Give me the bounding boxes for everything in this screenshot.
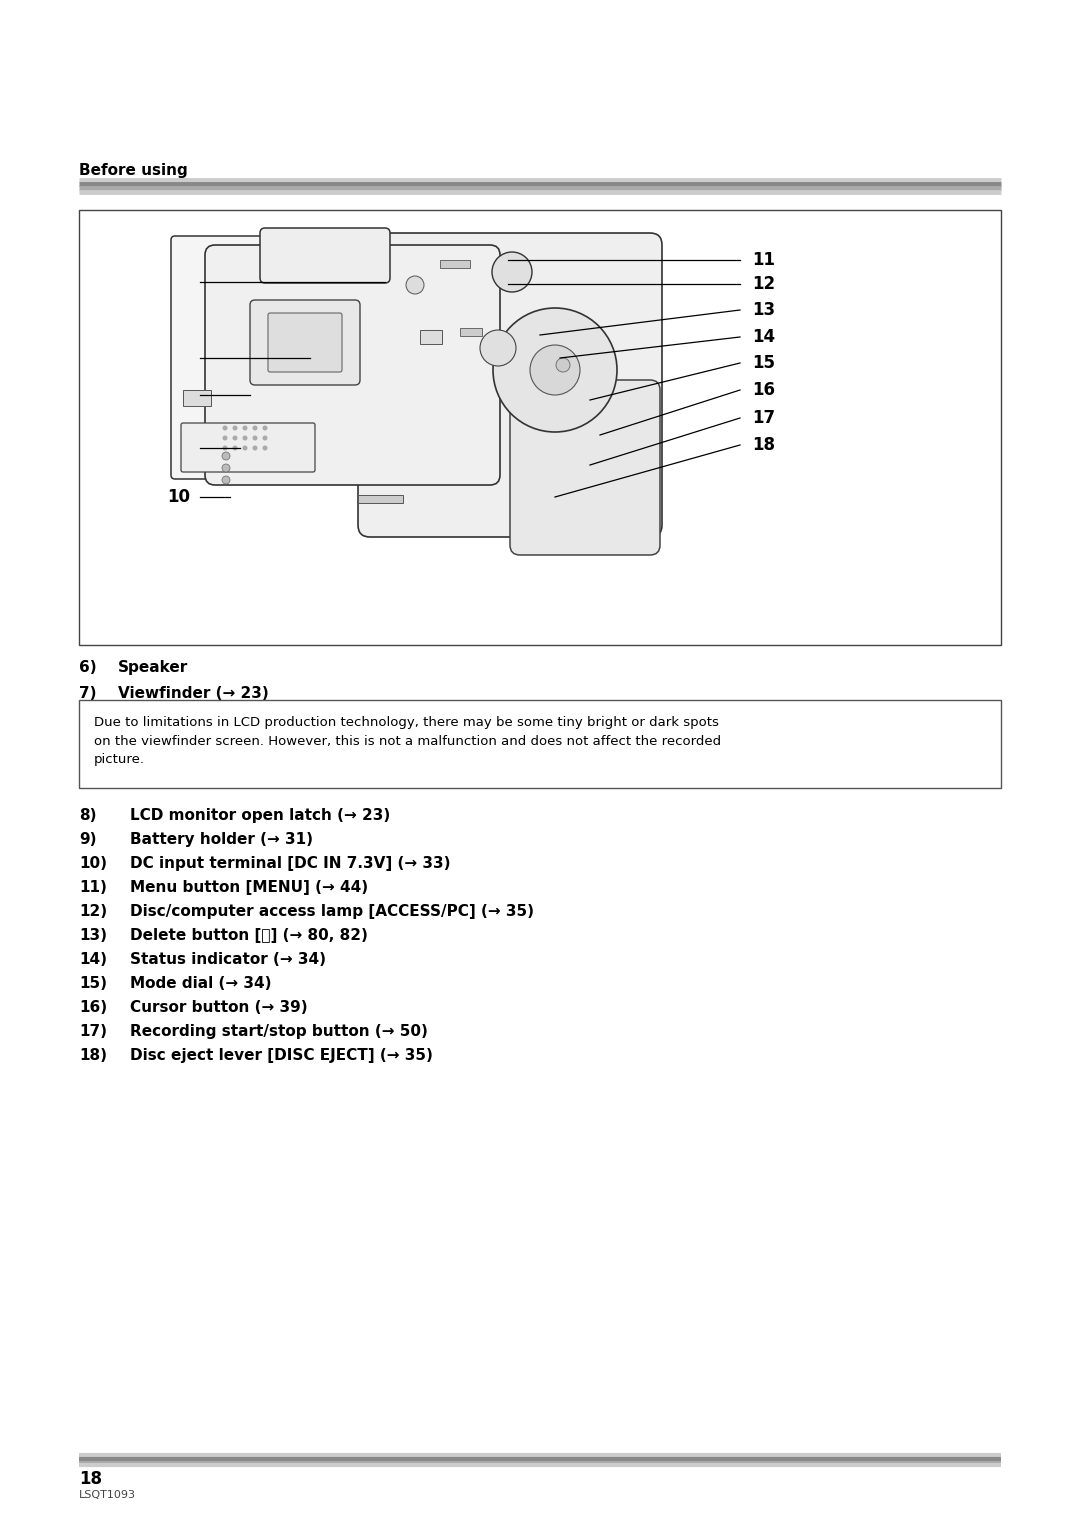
Bar (420, 330, 442, 343)
Text: 12: 12 (752, 275, 775, 293)
Text: 18: 18 (79, 1470, 102, 1488)
Circle shape (243, 435, 247, 441)
Text: 15: 15 (752, 354, 775, 372)
Text: Mode dial (→ 34): Mode dial (→ 34) (130, 977, 271, 990)
Text: Before using: Before using (79, 163, 188, 179)
Text: 18): 18) (79, 1048, 107, 1064)
Circle shape (222, 464, 230, 472)
Text: Due to limitations in LCD production technology, there may be some tiny bright o: Due to limitations in LCD production tec… (94, 716, 721, 766)
Circle shape (222, 476, 230, 484)
Circle shape (222, 435, 228, 441)
Circle shape (530, 345, 580, 395)
Text: 9): 9) (79, 832, 96, 847)
Bar (460, 328, 482, 336)
FancyBboxPatch shape (357, 233, 662, 537)
Circle shape (222, 426, 228, 430)
Text: 12): 12) (79, 903, 107, 919)
Text: 7: 7 (178, 349, 190, 366)
Text: Status indicator (→ 34): Status indicator (→ 34) (130, 952, 326, 967)
Circle shape (262, 435, 268, 441)
FancyBboxPatch shape (268, 313, 342, 372)
Text: Cursor button (→ 39): Cursor button (→ 39) (130, 1000, 308, 1015)
Circle shape (406, 276, 424, 295)
FancyBboxPatch shape (249, 301, 360, 385)
Circle shape (262, 446, 268, 450)
Text: Viewfinder (→ 23): Viewfinder (→ 23) (118, 687, 269, 700)
Circle shape (222, 452, 230, 459)
Circle shape (232, 426, 238, 430)
Text: 6: 6 (178, 273, 190, 291)
Text: 8: 8 (178, 386, 190, 404)
Bar (440, 259, 470, 269)
Circle shape (243, 426, 247, 430)
Circle shape (492, 252, 532, 291)
Text: LCD monitor open latch (→ 23): LCD monitor open latch (→ 23) (130, 807, 390, 823)
Text: Disc/computer access lamp [ACCESS/PC] (→ 35): Disc/computer access lamp [ACCESS/PC] (→… (130, 903, 534, 919)
FancyBboxPatch shape (181, 423, 315, 472)
FancyBboxPatch shape (510, 380, 660, 555)
Text: Menu button [MENU] (→ 44): Menu button [MENU] (→ 44) (130, 881, 368, 896)
Text: 14): 14) (79, 952, 107, 967)
Text: 11: 11 (752, 250, 775, 269)
Text: 10): 10) (79, 856, 107, 871)
Circle shape (222, 446, 228, 450)
Text: 16: 16 (752, 382, 775, 398)
Text: 17: 17 (752, 409, 775, 427)
Bar (183, 391, 211, 406)
Circle shape (492, 308, 617, 432)
Text: LSQT1093: LSQT1093 (79, 1489, 136, 1500)
Text: DC input terminal [DC IN 7.3V] (→ 33): DC input terminal [DC IN 7.3V] (→ 33) (130, 856, 450, 871)
Text: Speaker: Speaker (118, 661, 188, 674)
Text: 17): 17) (79, 1024, 107, 1039)
Text: 10: 10 (167, 488, 190, 507)
Text: Recording start/stop button (→ 50): Recording start/stop button (→ 50) (130, 1024, 428, 1039)
Text: 6): 6) (79, 661, 107, 674)
Circle shape (262, 426, 268, 430)
Text: 7): 7) (79, 687, 107, 700)
Text: 9: 9 (178, 439, 190, 456)
Circle shape (480, 330, 516, 366)
Text: Delete button [簡] (→ 80, 82): Delete button [簡] (→ 80, 82) (130, 928, 368, 943)
Text: 11): 11) (79, 881, 107, 896)
Circle shape (253, 435, 257, 441)
FancyBboxPatch shape (260, 227, 390, 282)
Text: 15): 15) (79, 977, 107, 990)
FancyBboxPatch shape (205, 246, 500, 485)
Text: 13: 13 (752, 301, 775, 319)
FancyBboxPatch shape (171, 237, 345, 479)
Text: 18: 18 (752, 436, 775, 455)
Text: 14: 14 (752, 328, 775, 346)
Text: Battery holder (→ 31): Battery holder (→ 31) (130, 832, 313, 847)
Circle shape (243, 446, 247, 450)
Circle shape (232, 435, 238, 441)
Text: 8): 8) (79, 807, 96, 823)
Bar (79, 700, 1001, 787)
Text: 16): 16) (79, 1000, 107, 1015)
Circle shape (253, 426, 257, 430)
Text: Disc eject lever [DISC EJECT] (→ 35): Disc eject lever [DISC EJECT] (→ 35) (130, 1048, 433, 1064)
Circle shape (253, 446, 257, 450)
Bar (357, 494, 403, 504)
Circle shape (232, 446, 238, 450)
Text: 13): 13) (79, 928, 107, 943)
Bar (79, 211, 1001, 645)
Circle shape (556, 359, 570, 372)
